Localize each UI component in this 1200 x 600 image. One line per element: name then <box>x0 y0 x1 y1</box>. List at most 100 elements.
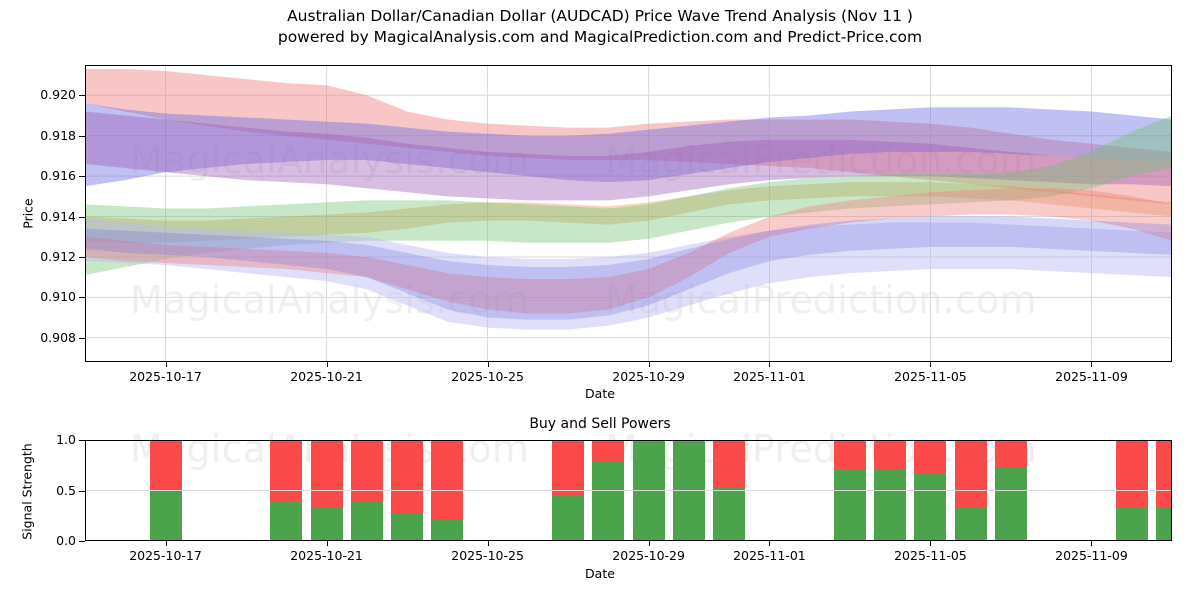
buy-power-bar[interactable] <box>350 501 383 541</box>
chart-title-block: Australian Dollar/Canadian Dollar (AUDCA… <box>0 6 1200 48</box>
buy-power-bar[interactable] <box>833 469 866 541</box>
price-x-axis-label: Date <box>585 386 615 401</box>
power-bar-group[interactable] <box>552 440 585 541</box>
price-y-tick: 0.916 <box>40 168 76 184</box>
sell-power-bar[interactable] <box>592 440 625 463</box>
power-bar-group[interactable] <box>1115 440 1148 541</box>
power-y-tick: 1.0 <box>56 432 76 447</box>
sell-power-bar[interactable] <box>310 440 343 507</box>
buy-power-bar[interactable] <box>713 486 746 541</box>
power-x-tick: 2025-10-21 <box>290 548 363 563</box>
price-y-tick-mark <box>79 297 85 299</box>
buy-power-bar[interactable] <box>592 462 625 541</box>
sell-power-bar[interactable] <box>995 440 1027 469</box>
power-x-tick: 2025-10-25 <box>451 548 524 563</box>
price-x-tick-mark <box>769 362 771 367</box>
power-bar-group[interactable] <box>431 440 464 541</box>
sell-power-bar[interactable] <box>350 440 383 502</box>
buy-power-bar[interactable] <box>995 468 1027 541</box>
buy-sell-powers-subplot: Buy and Sell Powers MagicalAnalysis.com … <box>0 400 1200 600</box>
price-y-tick-mark <box>79 95 85 97</box>
sell-power-bar[interactable] <box>552 440 585 496</box>
sell-power-bar[interactable] <box>954 440 987 508</box>
sell-power-bar[interactable] <box>1115 440 1148 508</box>
power-bar-group[interactable] <box>713 440 746 541</box>
power-bar-group[interactable] <box>391 440 424 541</box>
power-y-tick-mark <box>79 440 85 441</box>
sell-power-bar[interactable] <box>149 440 182 491</box>
price-y-tick: 0.910 <box>40 289 76 305</box>
green-mid-band <box>85 115 1172 276</box>
power-bar-group[interactable] <box>149 440 182 541</box>
orange-mid-band <box>85 182 1172 243</box>
power-x-tick-mark <box>1091 541 1093 546</box>
buy-power-bar[interactable] <box>391 512 424 541</box>
power-bar-group[interactable] <box>914 440 947 541</box>
power-bar-group[interactable] <box>874 440 907 541</box>
power-x-tick: 2025-10-17 <box>129 548 202 563</box>
sell-power-bar[interactable] <box>914 440 947 475</box>
price-y-tick-mark <box>79 337 85 339</box>
power-y-axis-label: Signal Strength <box>19 443 35 540</box>
price-x-tick: 2025-10-17 <box>129 369 202 384</box>
buy-power-bar[interactable] <box>310 506 343 541</box>
price-x-tick: 2025-10-29 <box>612 369 685 384</box>
power-bar-group[interactable] <box>954 440 987 541</box>
buy-power-bar[interactable] <box>270 501 303 541</box>
power-x-axis-label: Date <box>585 566 615 581</box>
power-bar-group[interactable] <box>310 440 343 541</box>
sell-power-bar[interactable] <box>833 440 866 470</box>
price-y-tick: 0.908 <box>40 329 76 345</box>
buy-sell-powers-title: Buy and Sell Powers <box>529 416 671 432</box>
price-x-tick: 2025-11-05 <box>894 369 967 384</box>
price-y-tick-mark <box>79 135 85 137</box>
page-title-line-2: powered by MagicalAnalysis.com and Magic… <box>277 28 923 46</box>
price-x-tick: 2025-11-09 <box>1055 369 1128 384</box>
power-axes-frame <box>85 440 1172 541</box>
power-bar-group[interactable] <box>592 440 625 541</box>
blue-lower-band <box>85 216 1172 320</box>
blue-upper-band <box>85 103 1172 187</box>
price-y-tick-mark <box>79 176 85 178</box>
price-plot-area <box>85 65 1172 362</box>
price-wave-subplot: MagicalAnalysis.com MagicalPrediction.co… <box>21 65 1172 401</box>
sell-power-bar[interactable] <box>874 440 907 470</box>
buy-power-bar[interactable] <box>914 474 947 541</box>
price-x-tick-mark <box>1091 362 1093 367</box>
power-x-tick: 2025-11-09 <box>1055 548 1128 563</box>
buy-power-bar[interactable] <box>552 495 585 541</box>
power-x-tick-mark <box>487 541 489 546</box>
buy-power-bar[interactable] <box>1115 507 1148 541</box>
power-y-tick: 0.0 <box>56 533 76 548</box>
price-axes-frame <box>85 65 1172 362</box>
purple-core-band <box>85 111 1172 201</box>
price-x-tick-mark <box>930 362 932 367</box>
power-x-tick-mark <box>769 541 771 546</box>
buy-power-bar[interactable] <box>1156 507 1172 541</box>
buy-power-bar[interactable] <box>954 507 987 541</box>
price-x-tick: 2025-10-25 <box>451 369 524 384</box>
power-bar-group[interactable] <box>350 440 383 541</box>
sell-power-bar[interactable] <box>431 440 464 519</box>
price-y-tick-mark <box>79 256 85 258</box>
price-y-tick: 0.914 <box>40 208 76 224</box>
power-x-tick: 2025-11-05 <box>894 548 967 563</box>
power-y-tick-mark <box>79 490 85 492</box>
power-x-tick: 2025-10-29 <box>612 548 685 563</box>
sell-power-bar[interactable] <box>270 440 303 502</box>
power-bar-group[interactable] <box>995 440 1027 541</box>
price-x-tick: 2025-10-21 <box>290 369 363 384</box>
price-x-tick-mark <box>165 362 167 367</box>
sell-power-bar[interactable] <box>713 440 746 487</box>
buy-power-bar[interactable] <box>874 469 907 541</box>
power-x-tick: 2025-11-01 <box>733 548 806 563</box>
power-bar-group[interactable] <box>833 440 866 541</box>
price-x-tick-mark <box>648 362 650 367</box>
buy-power-bar[interactable] <box>149 490 182 541</box>
sell-power-bar[interactable] <box>391 440 424 513</box>
price-y-tick: 0.918 <box>40 127 76 143</box>
power-y-tick-mark <box>79 541 85 542</box>
power-x-tick-mark <box>326 541 328 546</box>
buy-power-bar[interactable] <box>431 518 464 541</box>
power-bar-group[interactable] <box>270 440 303 541</box>
